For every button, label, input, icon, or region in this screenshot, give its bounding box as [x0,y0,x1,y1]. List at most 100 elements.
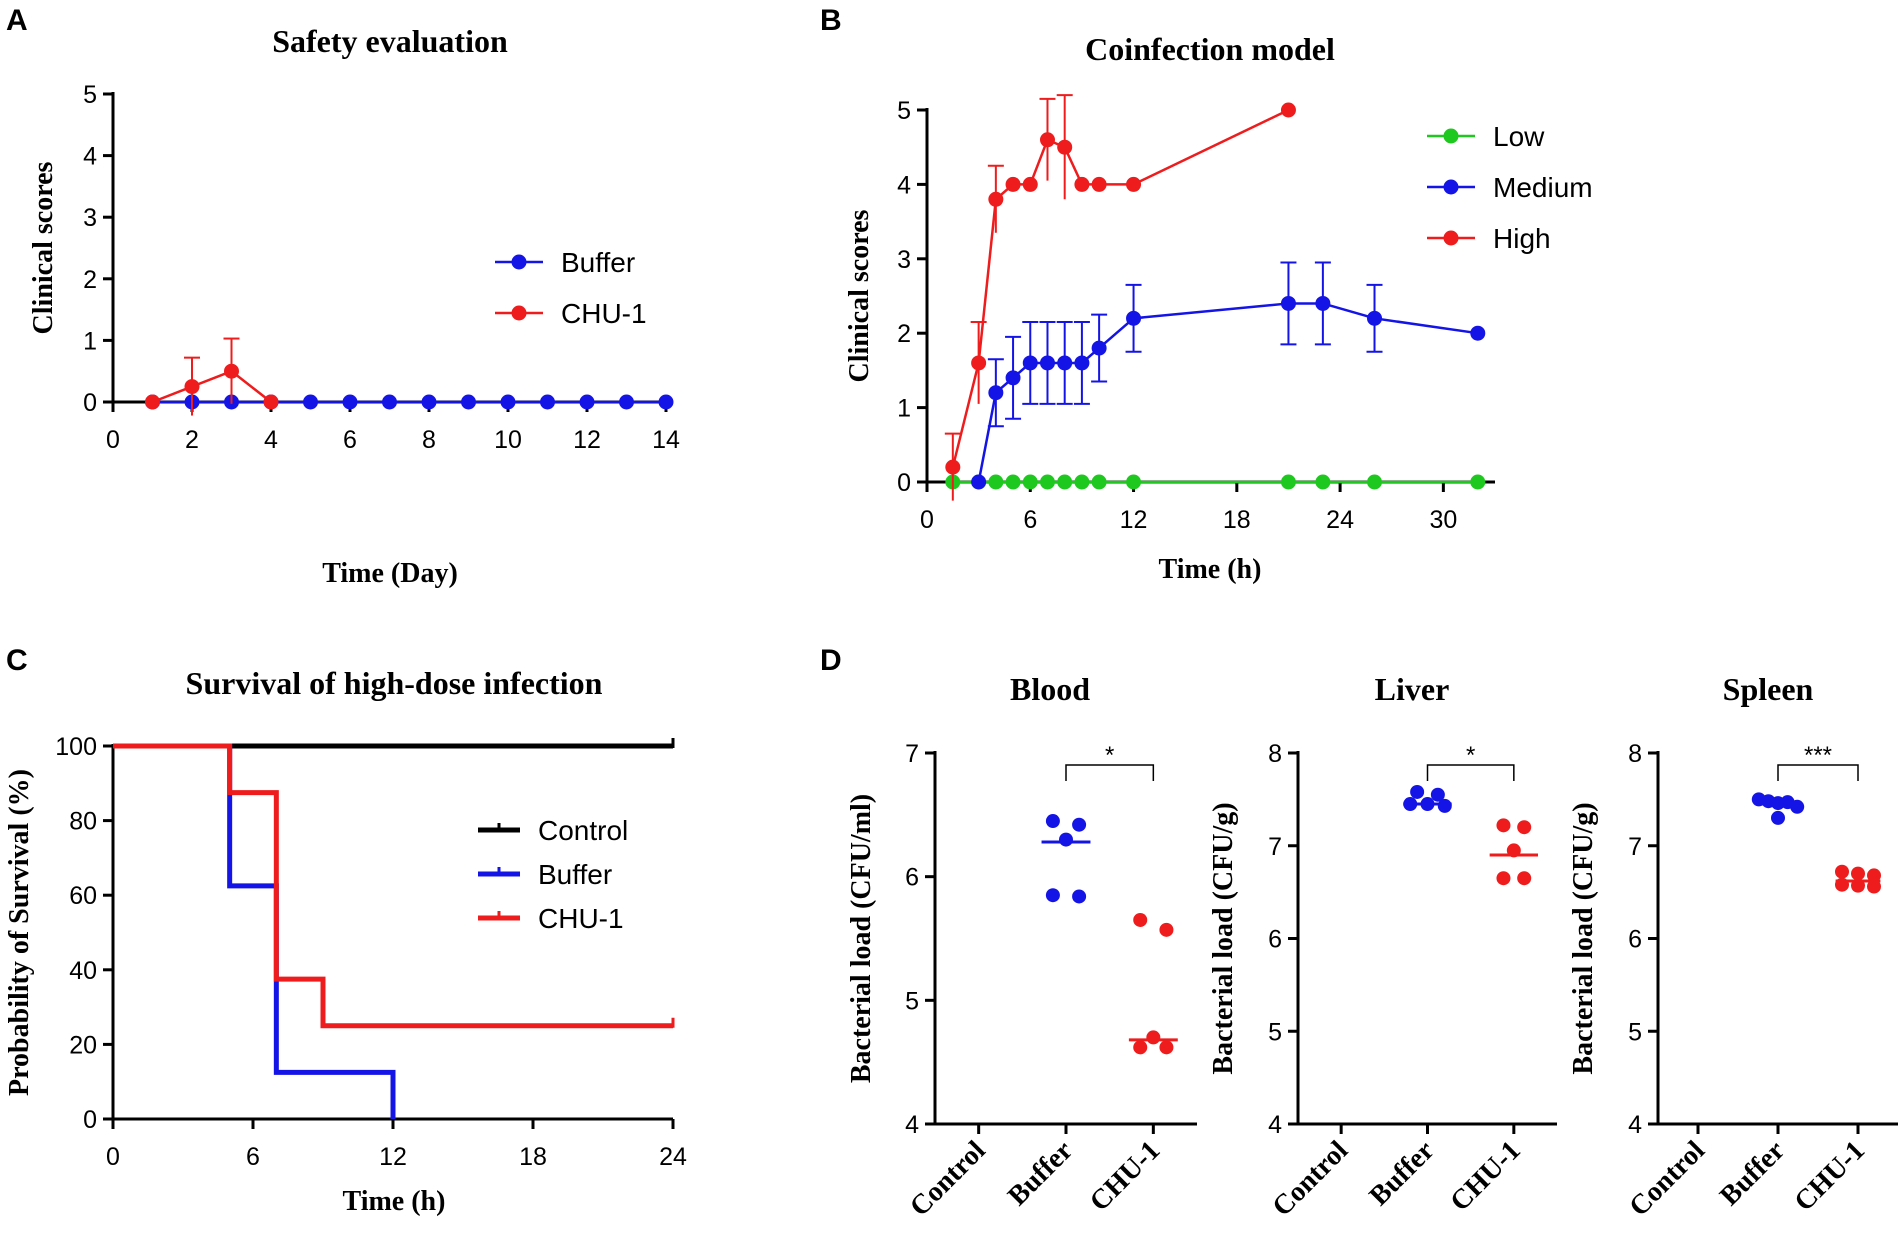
y-tick-label: 7 [905,740,919,768]
data-point-medium [1126,310,1142,326]
y-axis-label: Clinical scores [844,209,875,382]
chart-title: Spleen [1723,671,1814,707]
x-tick-label: 12 [379,1143,407,1171]
y-axis-label: Bacterial load (CFU/ml) [846,794,877,1083]
chart-title: Coinfection model [1085,31,1335,67]
data-point-buffer [1403,797,1418,812]
data-point-low [1315,474,1331,490]
data-point-low [1039,474,1055,490]
series-line-chu-1 [152,369,272,404]
legend-label-control: Control [538,815,628,846]
data-point-chu-1 [1496,871,1511,886]
legend-label-chu-1: CHU-1 [538,903,624,934]
data-point-chu-1 [1867,868,1881,883]
y-tick-label: 4 [897,171,911,199]
y-tick-label: 7 [1268,833,1282,861]
x-tick-label: 6 [1023,506,1037,534]
y-axis-label: Probability of Survival (%) [4,769,35,1096]
data-point-buffer [540,394,555,410]
x-tick-label: 14 [652,426,680,454]
legend-marker-low [1443,128,1459,144]
y-tick-label: 4 [1268,1111,1282,1139]
y-tick-label: 5 [1268,1018,1282,1046]
data-point-chu-1 [224,363,239,379]
data-point-buffer [658,394,674,410]
x-tick-label: 0 [106,1143,120,1171]
x-tick-label: 8 [422,426,436,454]
x-tick-label: 24 [659,1143,687,1171]
data-point-buffer [303,394,318,410]
series-line-buffer [113,743,396,1119]
data-point-medium [1315,295,1331,311]
data-point-chu-1 [1133,1040,1148,1055]
data-point-high [1039,132,1055,148]
legend-item-high: High [1427,223,1551,254]
data-point-high [1074,176,1090,192]
y-tick-label: 100 [55,733,97,761]
category-label-control: Control [1623,1135,1711,1223]
data-point-buffer [1410,784,1425,799]
data-point-buffer [619,394,634,410]
significance-label: * [1105,742,1114,769]
data-point-low [1280,474,1296,490]
y-tick-label: 6 [905,864,919,892]
data-point-chu-1 [1133,912,1148,927]
legend-marker-high [1443,230,1459,246]
y-tick-label: 60 [69,882,97,910]
legend-label-low: Low [1493,121,1545,152]
data-point-low [1005,474,1021,490]
legend-item-buffer: Buffer [478,859,612,890]
y-tick-label: 0 [83,1106,97,1134]
significance-label: * [1466,742,1475,769]
data-point-buffer [1045,814,1060,829]
panel-letter-b: B [820,4,842,37]
y-tick-label: 2 [897,320,911,348]
data-point-buffer [342,394,358,410]
data-point-high [1005,176,1021,192]
data-point-chu-1 [1851,878,1865,893]
y-tick-label: 1 [83,327,97,355]
y-tick-label: 20 [69,1031,97,1059]
data-point-chu-1 [1517,820,1532,835]
data-point-high [1022,176,1038,192]
category-label-chu-1: CHU-1 [1789,1135,1871,1217]
x-tick-label: 0 [106,426,120,454]
data-point-low [1470,474,1486,490]
data-point-chu-1 [1496,818,1511,833]
data-point-buffer [1437,798,1452,813]
legend-item-control: Control [478,815,628,846]
chart-3: Blood 4 5 6 7 Bacterial load (CFU/ml) Control B… [846,671,1197,1223]
data-point-chu-1 [145,394,160,410]
data-point-medium [1057,355,1073,371]
legend-item-low: Low [1427,121,1545,152]
x-tick-label: 18 [1223,506,1251,534]
legend-label-high: High [1493,223,1551,254]
panel-letter-a: A [6,4,28,37]
y-tick-label: 5 [905,987,919,1015]
x-tick-label: 2 [185,426,199,454]
legend-label-buffer: Buffer [561,247,635,278]
y-tick-label: 6 [1268,926,1282,954]
data-point-high [971,355,987,371]
significance-label: *** [1804,742,1832,769]
chart-title: Blood [1010,671,1090,707]
data-point-buffer [1045,888,1060,903]
significance-bracket [1065,764,1155,781]
data-point-medium [1022,355,1038,371]
data-point-buffer [382,394,397,410]
data-point-buffer [1771,810,1785,825]
legend-item-chu-1: CHU-1 [478,903,624,934]
legend-marker-chu-1 [511,305,527,321]
x-tick-label: 6 [246,1143,260,1171]
data-point-buffer [1072,889,1087,904]
category-label-control: Control [904,1135,992,1223]
x-tick-label: 6 [343,426,357,454]
x-axis-label: Time (h) [1159,554,1262,585]
data-point-buffer [1059,832,1073,847]
legend-marker-buffer [511,254,527,270]
data-point-medium [1039,355,1055,371]
panel-letter-c: C [6,644,28,677]
x-tick-label: 18 [519,1143,547,1171]
y-tick-label: 4 [905,1111,919,1139]
